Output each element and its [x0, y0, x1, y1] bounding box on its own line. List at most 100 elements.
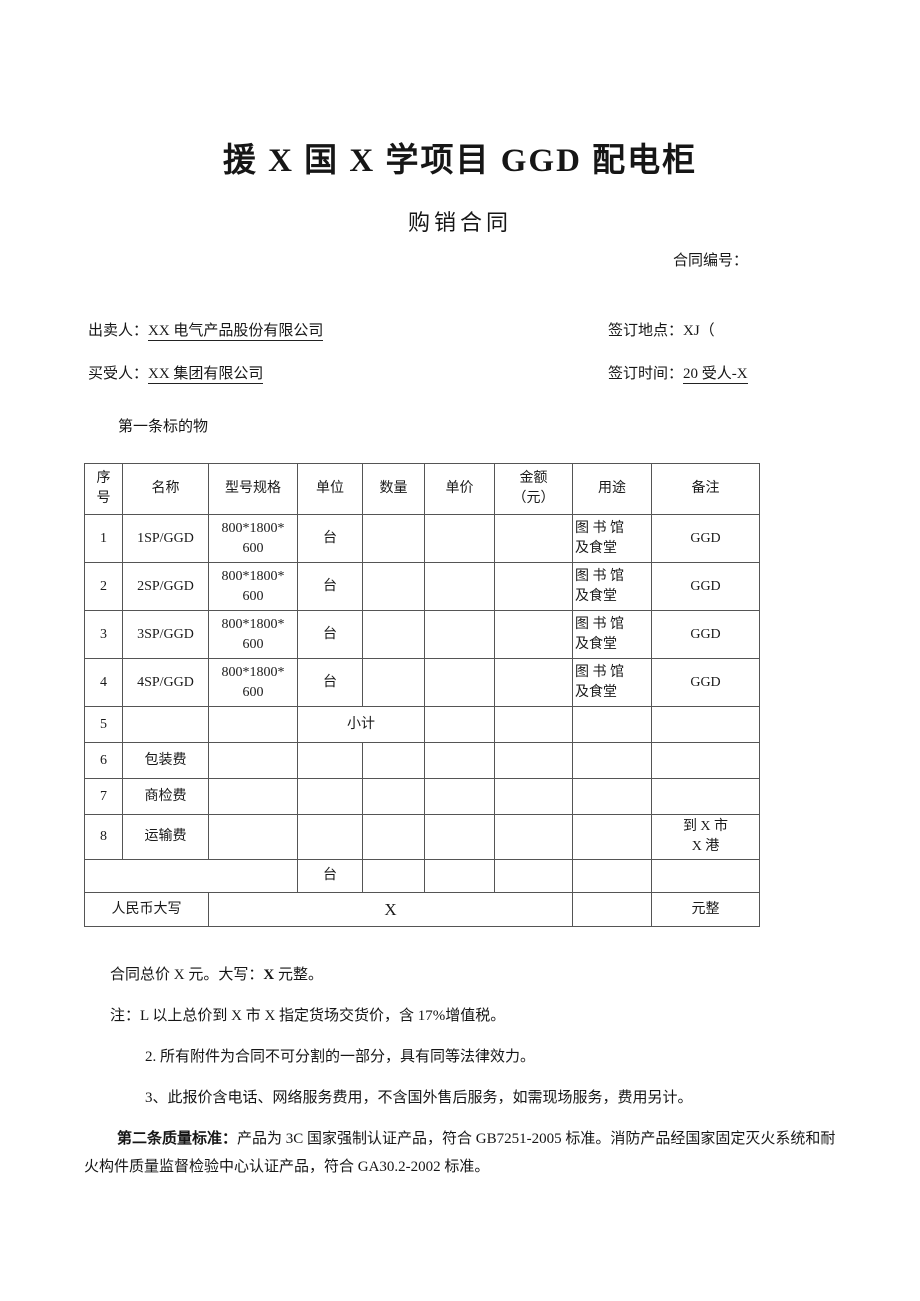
cell-spec [208, 706, 298, 743]
cell-unit: 台 [297, 514, 363, 563]
total-price-prefix: 合同总价 X 元。大写： [110, 967, 264, 983]
clause2-heading: 第二条质量标准： [117, 1131, 238, 1147]
cell-amount [494, 778, 573, 815]
table-row-shipping-fee: 8 运输费 到 X 市 X 港 [84, 814, 760, 860]
cell-no: 5 [84, 706, 123, 743]
cell-remark-destination: 到 X 市 X 港 [651, 814, 760, 860]
cell-name: 包装费 [122, 742, 209, 779]
cell-remark [651, 742, 760, 779]
cell-name: 商检费 [122, 778, 209, 815]
cell-no: 3 [84, 610, 123, 659]
col-header-price: 单价 [424, 463, 495, 515]
cell-remark [651, 859, 760, 893]
cell-price [424, 778, 495, 815]
cell-spec [208, 742, 298, 779]
cell-qty [362, 514, 425, 563]
buyer-field: 买受人：XX 集团有限公司 [88, 363, 608, 385]
cell-qty [362, 562, 425, 611]
cell-spec: 800*1800* 600 [208, 562, 298, 611]
cell-qty [362, 658, 425, 707]
cell-price [424, 514, 495, 563]
clause2-paragraph: 第二条质量标准：产品为 3C 国家强制认证产品，符合 GB7251-2005 标… [84, 1125, 844, 1181]
table-row-item-1: 1 1SP/GGD 800*1800* 600 台 图 书 馆 及食堂 GGD [84, 514, 760, 563]
table-row-inspection-fee: 7 商检费 [84, 778, 760, 815]
cell-spec [208, 778, 298, 815]
cell-remark [651, 706, 760, 743]
sign-place-label: 签订地点： [608, 323, 684, 339]
cell-amount [494, 562, 573, 611]
cell-amount [494, 814, 573, 860]
document-subtitle: 购销合同 [407, 210, 512, 235]
cell-use [572, 892, 652, 927]
cell-use [572, 706, 652, 743]
cell-total-label: 人民币大写 [84, 892, 209, 927]
cell-no: 1 [84, 514, 123, 563]
buyer-label: 买受人： [88, 366, 149, 382]
total-price-amount: X [263, 967, 275, 983]
cell-merged-empty [84, 859, 298, 893]
cell-amount [494, 706, 573, 743]
cell-unit [297, 814, 363, 860]
cell-amount [494, 859, 573, 893]
note-3-line: 3、此报价含电话、网络服务费用，不含国外售后服务，如需现场服务，费用另计。 [145, 1090, 693, 1106]
note-tax-line: 注：L 以上总价到 X 市 X 指定货场交货价，含 17%增值税。 [110, 1008, 506, 1024]
document-title: 援 X 国 X 学项目 GGD 配电柜 [222, 143, 698, 179]
cell-use [572, 778, 652, 815]
cell-price [424, 859, 495, 893]
col-header-spec: 型号规格 [208, 463, 298, 515]
contract-terms: 合同总价 X 元。大写：X 元整。 注：L 以上总价到 X 市 X 指定货场交货… [84, 961, 844, 1181]
cell-subtotal-label: 小计 [297, 706, 425, 743]
cell-use [572, 814, 652, 860]
cell-total-amount: X [208, 892, 573, 927]
cell-amount [494, 658, 573, 707]
cell-name: 运输费 [122, 814, 209, 860]
cell-spec: 800*1800* 600 [208, 514, 298, 563]
table-header-row: 序 号 名称 型号规格 单位 数量 单价 金额 （元） 用途 备注 [84, 463, 760, 515]
cell-no: 4 [84, 658, 123, 707]
sign-time-value: 20 受人-X [683, 366, 748, 384]
col-header-remark: 备注 [651, 463, 760, 515]
cell-name: 2SP/GGD [122, 562, 209, 611]
cell-unit: 台 [297, 658, 363, 707]
cell-no: 6 [84, 742, 123, 779]
cell-qty [362, 742, 425, 779]
cell-spec: 800*1800* 600 [208, 610, 298, 659]
clause2-body: 产品为 3C 国家强制认证产品，符合 GB7251-2005 标准。消防产品经国… [84, 1131, 836, 1175]
cell-no: 8 [84, 814, 123, 860]
total-price-line: 合同总价 X 元。大写：X 元整。 [84, 961, 844, 989]
cell-use: 图 书 馆 及食堂 [572, 610, 652, 659]
cell-qty [362, 778, 425, 815]
cell-use: 图 书 馆 及食堂 [572, 658, 652, 707]
cell-unit [297, 742, 363, 779]
cell-amount [494, 610, 573, 659]
contract-number-line: 合同编号： [0, 249, 920, 270]
sign-place-field: 签订地点：XJ（ [608, 320, 715, 342]
sign-time-field: 签订时间：20 受人-X [608, 363, 748, 385]
col-header-qty: 数量 [362, 463, 425, 515]
cell-unit: 台 [297, 610, 363, 659]
table-row-packing-fee: 6 包装费 [84, 742, 760, 779]
col-header-no: 序 号 [84, 463, 123, 515]
table-row-item-3: 3 3SP/GGD 800*1800* 600 台 图 书 馆 及食堂 GGD [84, 610, 760, 659]
cell-unit: 台 [297, 562, 363, 611]
buyer-value: XX 集团有限公司 [148, 366, 264, 384]
table-row-total-in-words: 人民币大写 X 元整 [84, 892, 760, 927]
cell-spec: 800*1800* 600 [208, 658, 298, 707]
goods-table: 序 号 名称 型号规格 单位 数量 单价 金额 （元） 用途 备注 1 1SP/… [84, 463, 760, 927]
col-header-unit: 单位 [297, 463, 363, 515]
table-row-unit: 台 [84, 859, 760, 893]
party-row-seller: 出卖人：XX 电气产品股份有限公司 签订地点：XJ（ [88, 320, 844, 342]
cell-price [424, 658, 495, 707]
cell-qty [362, 859, 425, 893]
col-header-name: 名称 [122, 463, 209, 515]
seller-field: 出卖人：XX 电气产品股份有限公司 [88, 320, 608, 342]
col-header-use: 用途 [572, 463, 652, 515]
cell-use: 图 书 馆 及食堂 [572, 514, 652, 563]
cell-use: 图 书 馆 及食堂 [572, 562, 652, 611]
cell-price [424, 814, 495, 860]
cell-qty [362, 610, 425, 659]
cell-price [424, 610, 495, 659]
cell-total-suffix: 元整 [651, 892, 760, 927]
cell-no: 7 [84, 778, 123, 815]
total-price-suffix: 元整。 [274, 967, 323, 983]
